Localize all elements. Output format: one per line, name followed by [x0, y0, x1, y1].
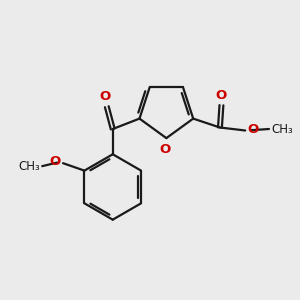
Text: CH₃: CH₃	[272, 122, 293, 136]
Text: O: O	[216, 89, 227, 102]
Text: O: O	[248, 122, 259, 136]
Text: O: O	[159, 142, 170, 156]
Text: O: O	[100, 90, 111, 103]
Text: CH₃: CH₃	[18, 160, 40, 173]
Text: O: O	[50, 155, 61, 168]
